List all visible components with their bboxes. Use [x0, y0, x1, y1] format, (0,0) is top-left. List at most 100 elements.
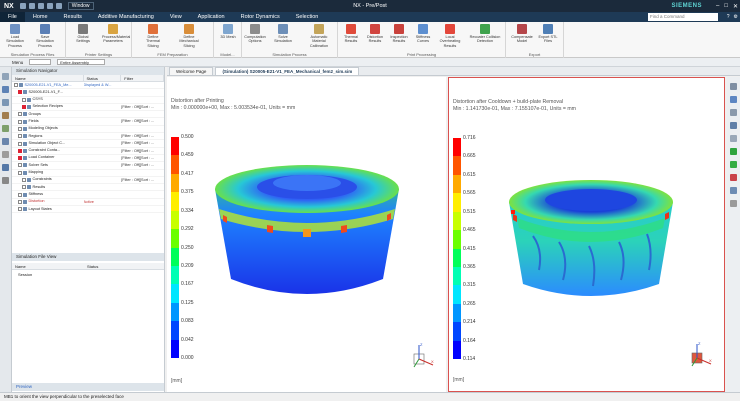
column-name[interactable]: Name — [15, 264, 26, 269]
compensate-model-button[interactable]: Compensate Model — [511, 24, 533, 44]
tree-row[interactable]: Mapping — [12, 170, 164, 177]
visibility-checkbox[interactable] — [18, 134, 22, 139]
history-icon[interactable] — [2, 151, 9, 158]
constraint-navigator-icon[interactable] — [2, 125, 9, 132]
part-model-printed[interactable] — [207, 159, 407, 309]
tree-row[interactable]: Load Container [Filter : Off][Sort : ... — [12, 155, 164, 163]
visibility-checkbox[interactable] — [14, 83, 18, 88]
tree-row[interactable]: Constraints [Filter : Off][Sort : ... — [12, 177, 164, 185]
help-icon[interactable]: ? — [726, 14, 730, 20]
local-overheating-results-button[interactable]: Local Overheating Results — [436, 24, 464, 48]
visibility-checkbox[interactable] — [18, 126, 22, 131]
tree-row[interactable]: Stiffness — [12, 191, 164, 199]
tab-rotor-dynamics[interactable]: Rotor Dynamics — [240, 14, 280, 20]
visibility-checkbox[interactable] — [18, 199, 22, 204]
selection-scope-dropdown[interactable]: Entire Assembly — [57, 59, 106, 65]
visibility-checkbox[interactable] — [22, 178, 26, 182]
pan-icon[interactable] — [730, 135, 737, 142]
maximize-icon[interactable]: □ — [724, 2, 728, 9]
simulation-file-view-header[interactable]: Simulation File View — [12, 253, 164, 261]
3d-mesh-button[interactable]: 3D Mesh — [217, 24, 239, 39]
redo-icon[interactable] — [37, 3, 44, 9]
tab-additive-manufacturing[interactable]: Additive Manufacturing — [97, 14, 154, 20]
session-item[interactable]: Session — [18, 272, 33, 277]
window-dropdown[interactable]: Window — [67, 2, 94, 10]
tree-row[interactable]: Distortion Active — [12, 199, 164, 207]
fit-icon[interactable] — [730, 83, 737, 90]
visibility-checkbox[interactable] — [18, 192, 22, 197]
stiffness-curves-button[interactable]: Stiffness Curves — [412, 24, 434, 44]
column-name[interactable]: Name — [12, 75, 84, 81]
column-status[interactable]: Status — [87, 264, 99, 269]
save-simulation-process-button[interactable]: Save Simulation Process — [34, 24, 56, 48]
visibility-checkbox[interactable] — [22, 105, 26, 110]
rotate-icon[interactable] — [730, 122, 737, 129]
tree-row[interactable]: S20005-E21-V1_F... — [12, 89, 164, 97]
tree-row[interactable]: Solver Sets [Filter : Off][Sort : ... — [12, 162, 164, 170]
visibility-checkbox[interactable] — [18, 90, 22, 95]
tree-row[interactable]: Fields [Filter : Off][Sort : ... — [12, 118, 164, 126]
zoom-icon[interactable] — [730, 96, 737, 103]
recoater-collision-detection-button[interactable]: Recoater Collision Detection — [468, 24, 502, 44]
column-filter[interactable]: Filter — [121, 75, 164, 81]
cut-icon[interactable] — [46, 3, 53, 9]
tab-welcome-page[interactable]: Welcome Page — [169, 67, 214, 75]
computation-options-button[interactable]: Computation Options — [244, 24, 266, 44]
tree-row[interactable]: Groups — [12, 111, 164, 119]
visibility-checkbox[interactable] — [22, 97, 26, 102]
visibility-checkbox[interactable] — [18, 163, 22, 168]
tab-view[interactable]: View — [169, 14, 182, 20]
tree-row[interactable]: CSYS — [12, 97, 164, 104]
tab-file[interactable]: File — [0, 12, 25, 22]
define-thermal-slicing-button[interactable]: Define Thermal Slicing — [142, 24, 164, 48]
arrow-left-icon[interactable] — [730, 161, 737, 168]
copy-icon[interactable] — [55, 3, 62, 9]
process-material-parameters-button[interactable]: Process/Material Parameters — [102, 24, 130, 44]
menu-button[interactable]: Menu — [12, 59, 24, 65]
visibility-checkbox[interactable] — [18, 141, 22, 146]
save-icon[interactable] — [19, 3, 26, 9]
visibility-checkbox[interactable] — [18, 112, 22, 117]
tree-row[interactable]: Constraint Conta... [Filter : Off][Sort :… — [12, 148, 164, 155]
visibility-checkbox[interactable] — [18, 170, 22, 175]
column-status[interactable]: Status — [84, 75, 122, 81]
filter-icon[interactable] — [730, 109, 737, 116]
animation-icon[interactable] — [730, 174, 737, 181]
tab-application[interactable]: Application — [197, 14, 225, 20]
visibility-checkbox[interactable] — [18, 119, 22, 124]
solve-simulation-button[interactable]: Solve Simulation — [272, 24, 294, 44]
close-icon[interactable]: ✕ — [732, 3, 738, 10]
assembly-navigator-icon[interactable] — [2, 112, 9, 119]
type-filter-dropdown[interactable] — [29, 59, 52, 65]
part-navigator-icon[interactable] — [2, 99, 9, 106]
command-search-input[interactable]: Find a Command — [648, 13, 718, 21]
settings-icon[interactable] — [2, 73, 9, 80]
tab-simulation-file[interactable]: (Simulation) S20005-E21-V1_FEA_Mechanica… — [215, 67, 360, 75]
viewport-distortion-after-printing[interactable]: Distortion after Printing Min : 0.000000… — [167, 77, 446, 392]
export-stl-files-button[interactable]: Export STL Files — [537, 24, 559, 44]
result-icon[interactable] — [730, 187, 737, 194]
load-simulation-process-button[interactable]: Load Simulation Process — [4, 24, 26, 48]
tree-row[interactable]: Layout States — [12, 206, 164, 214]
thermal-results-button[interactable]: Thermal Results — [340, 24, 362, 44]
tree-row[interactable]: Simulation Object C... [Filter : Off][Sor… — [12, 140, 164, 148]
tree-row[interactable]: Selection Recipes [Filter : Off][Sort : .… — [12, 104, 164, 112]
undo-icon[interactable] — [28, 3, 35, 9]
visibility-checkbox[interactable] — [18, 207, 22, 212]
visibility-checkbox[interactable] — [18, 148, 22, 153]
tab-home[interactable]: Home — [32, 14, 48, 20]
global-settings-button[interactable]: Global Settings — [72, 24, 94, 44]
simulation-navigator-icon[interactable] — [2, 86, 9, 93]
display-icon[interactable] — [730, 200, 737, 207]
viewport-distortion-after-cooldown[interactable]: Distortion after Cooldown + build-plate … — [448, 77, 725, 392]
define-mechanical-slicing-button[interactable]: Define Mechanical Slicing — [178, 24, 200, 48]
visibility-checkbox[interactable] — [18, 156, 22, 161]
arrow-right-icon[interactable] — [730, 148, 737, 155]
part-model-cooled[interactable] — [503, 176, 679, 308]
visibility-checkbox[interactable] — [22, 185, 26, 190]
distortion-results-button[interactable]: Distortion Results — [364, 24, 386, 44]
tree-row[interactable]: Modeling Objects — [12, 126, 164, 134]
automatic-material-calibration-button[interactable]: Automatic Material Calibration — [304, 24, 334, 48]
tree-row[interactable]: Results — [12, 184, 164, 192]
inspection-results-button[interactable]: Inspection Results — [388, 24, 410, 44]
